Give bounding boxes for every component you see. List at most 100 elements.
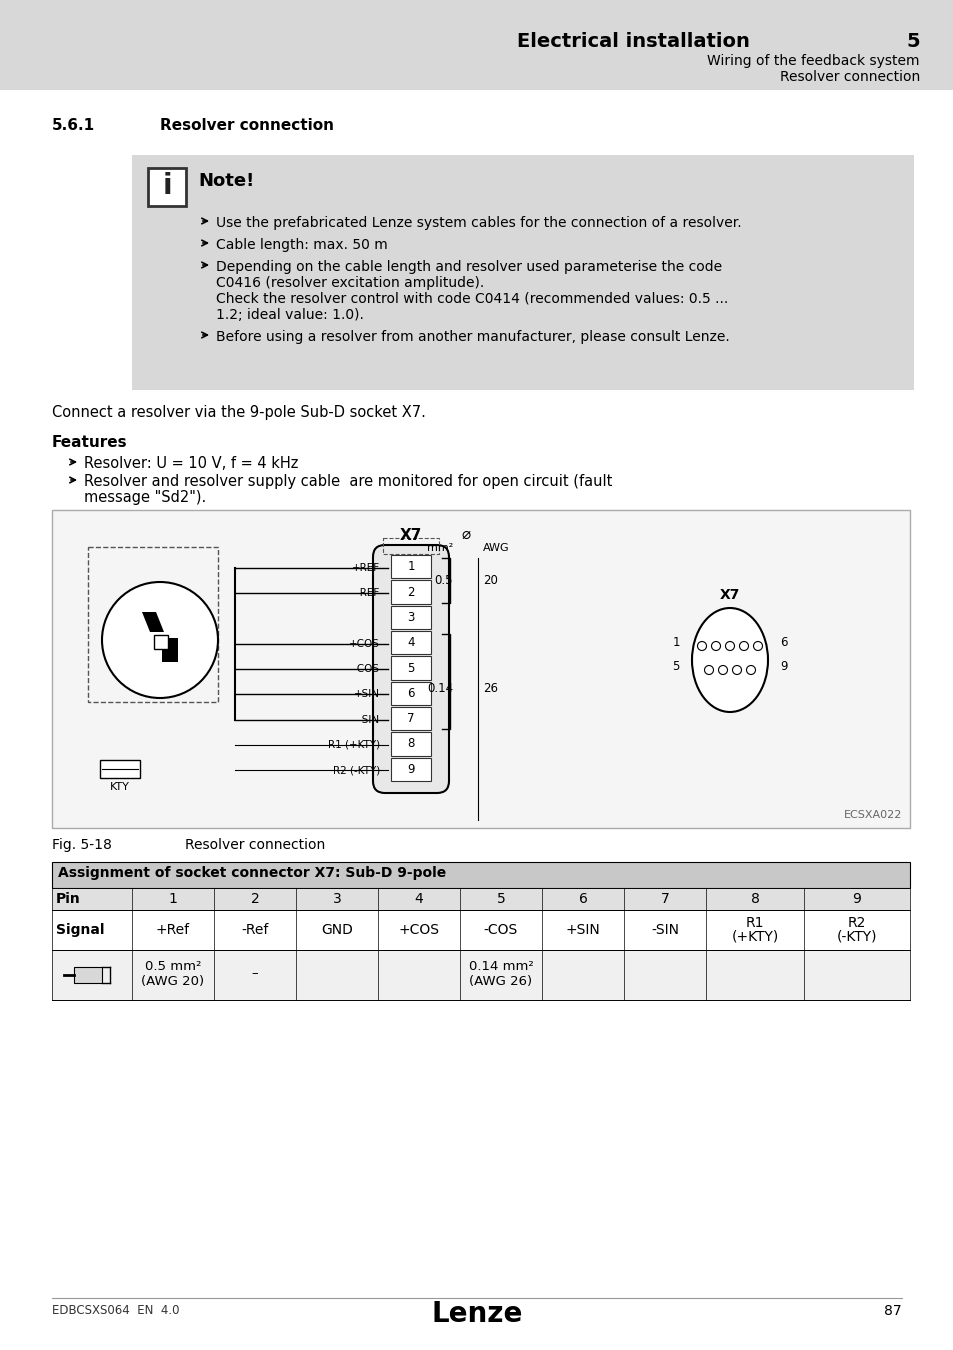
Bar xyxy=(391,656,431,679)
Bar xyxy=(52,888,909,910)
Circle shape xyxy=(745,666,755,675)
Text: 1.2; ideal value: 1.0).: 1.2; ideal value: 1.0). xyxy=(215,308,363,323)
Bar xyxy=(391,682,431,705)
Text: mm²: mm² xyxy=(426,543,453,554)
Polygon shape xyxy=(162,639,178,662)
Circle shape xyxy=(718,666,727,675)
Text: 0.5 mm²: 0.5 mm² xyxy=(145,960,201,973)
Text: -SIN: -SIN xyxy=(358,714,379,725)
Bar xyxy=(153,634,168,649)
Bar xyxy=(52,910,909,950)
Text: 9: 9 xyxy=(852,892,861,906)
Text: Lenze: Lenze xyxy=(431,1300,522,1328)
Text: 3: 3 xyxy=(407,610,415,624)
Text: message "Sd2").: message "Sd2"). xyxy=(84,490,206,505)
Text: 7: 7 xyxy=(407,713,415,725)
Text: Note!: Note! xyxy=(198,171,254,190)
Ellipse shape xyxy=(691,608,767,711)
Bar xyxy=(52,950,909,1000)
Bar xyxy=(391,630,431,655)
Text: 87: 87 xyxy=(883,1304,901,1318)
Text: 5: 5 xyxy=(497,892,505,906)
Text: –: – xyxy=(252,968,258,980)
Text: GND: GND xyxy=(321,923,353,937)
Text: AWG: AWG xyxy=(482,543,509,554)
Text: +SIN: +SIN xyxy=(354,690,379,699)
FancyBboxPatch shape xyxy=(373,545,449,792)
Text: 8: 8 xyxy=(750,892,759,906)
Text: 9: 9 xyxy=(407,763,415,776)
Text: +REF: +REF xyxy=(352,563,379,572)
Text: 5.6.1: 5.6.1 xyxy=(52,117,95,134)
Text: Resolver connection: Resolver connection xyxy=(779,70,919,84)
Text: 20: 20 xyxy=(482,574,497,587)
Text: R2 (-KTY): R2 (-KTY) xyxy=(333,765,379,775)
Text: Before using a resolver from another manufacturer, please consult Lenze.: Before using a resolver from another man… xyxy=(215,329,729,344)
Text: 6: 6 xyxy=(407,687,415,699)
Text: 3: 3 xyxy=(333,892,341,906)
Text: Resolver connection: Resolver connection xyxy=(160,117,334,134)
Bar xyxy=(391,606,431,629)
Bar xyxy=(391,732,431,756)
Text: -REF: -REF xyxy=(356,589,379,598)
Text: Check the resolver control with code C0414 (recommended values: 0.5 ...: Check the resolver control with code C04… xyxy=(215,292,727,306)
Text: 9: 9 xyxy=(780,660,786,672)
Bar xyxy=(0,0,953,90)
Circle shape xyxy=(711,641,720,651)
Circle shape xyxy=(739,641,748,651)
Circle shape xyxy=(753,641,761,651)
Bar xyxy=(391,757,431,782)
Text: Features: Features xyxy=(52,435,128,450)
Polygon shape xyxy=(142,612,164,632)
Bar xyxy=(382,539,438,553)
Text: Fig. 5-18: Fig. 5-18 xyxy=(52,838,112,852)
Bar xyxy=(148,167,186,207)
Text: C0416 (resolver excitation amplitude).: C0416 (resolver excitation amplitude). xyxy=(215,275,484,290)
Text: 0.14: 0.14 xyxy=(426,683,453,695)
Text: 4: 4 xyxy=(415,892,423,906)
Text: Connect a resolver via the 9-pole Sub-D socket X7.: Connect a resolver via the 9-pole Sub-D … xyxy=(52,405,425,420)
Text: (AWG 20): (AWG 20) xyxy=(141,975,204,988)
Text: 2: 2 xyxy=(251,892,259,906)
Text: Use the prefabricated Lenze system cables for the connection of a resolver.: Use the prefabricated Lenze system cable… xyxy=(215,216,740,230)
Text: Depending on the cable length and resolver used parameterise the code: Depending on the cable length and resolv… xyxy=(215,261,721,274)
Text: X7: X7 xyxy=(399,528,422,543)
Text: 7: 7 xyxy=(659,892,669,906)
Text: (+KTY): (+KTY) xyxy=(731,930,778,944)
Text: 6: 6 xyxy=(578,892,587,906)
Text: +Ref: +Ref xyxy=(155,923,190,937)
Text: 1: 1 xyxy=(407,560,415,574)
Bar xyxy=(391,555,431,578)
Text: (-KTY): (-KTY) xyxy=(836,930,877,944)
Text: 1: 1 xyxy=(169,892,177,906)
Text: Signal: Signal xyxy=(56,923,105,937)
Circle shape xyxy=(703,666,713,675)
Text: 5: 5 xyxy=(672,660,679,672)
Text: (AWG 26): (AWG 26) xyxy=(469,975,532,988)
Text: 8: 8 xyxy=(407,737,415,751)
Text: Pin: Pin xyxy=(56,892,81,906)
Bar xyxy=(391,580,431,603)
Text: ⌀: ⌀ xyxy=(461,526,470,541)
Circle shape xyxy=(724,641,734,651)
Text: Electrical installation: Electrical installation xyxy=(517,32,749,51)
Text: i: i xyxy=(162,171,172,200)
Text: EDBCSXS064  EN  4.0: EDBCSXS064 EN 4.0 xyxy=(52,1304,179,1318)
Circle shape xyxy=(732,666,740,675)
Circle shape xyxy=(697,641,706,651)
Circle shape xyxy=(102,582,218,698)
Text: -Ref: -Ref xyxy=(241,923,269,937)
Bar xyxy=(52,510,909,828)
Text: -COS: -COS xyxy=(354,664,379,674)
Text: Assignment of socket connector X7: Sub-D 9-pole: Assignment of socket connector X7: Sub-D… xyxy=(58,865,446,880)
Text: R1: R1 xyxy=(745,917,763,930)
Text: 0.14 mm²: 0.14 mm² xyxy=(468,960,533,973)
Text: 0.5: 0.5 xyxy=(434,574,453,587)
Text: KTY: KTY xyxy=(110,782,130,792)
Bar xyxy=(100,760,140,778)
Bar xyxy=(74,967,102,983)
Text: Resolver and resolver supply cable  are monitored for open circuit (fault: Resolver and resolver supply cable are m… xyxy=(84,474,612,489)
Text: 1: 1 xyxy=(672,636,679,648)
Text: Resolver connection: Resolver connection xyxy=(185,838,325,852)
Text: X7: X7 xyxy=(720,589,740,602)
